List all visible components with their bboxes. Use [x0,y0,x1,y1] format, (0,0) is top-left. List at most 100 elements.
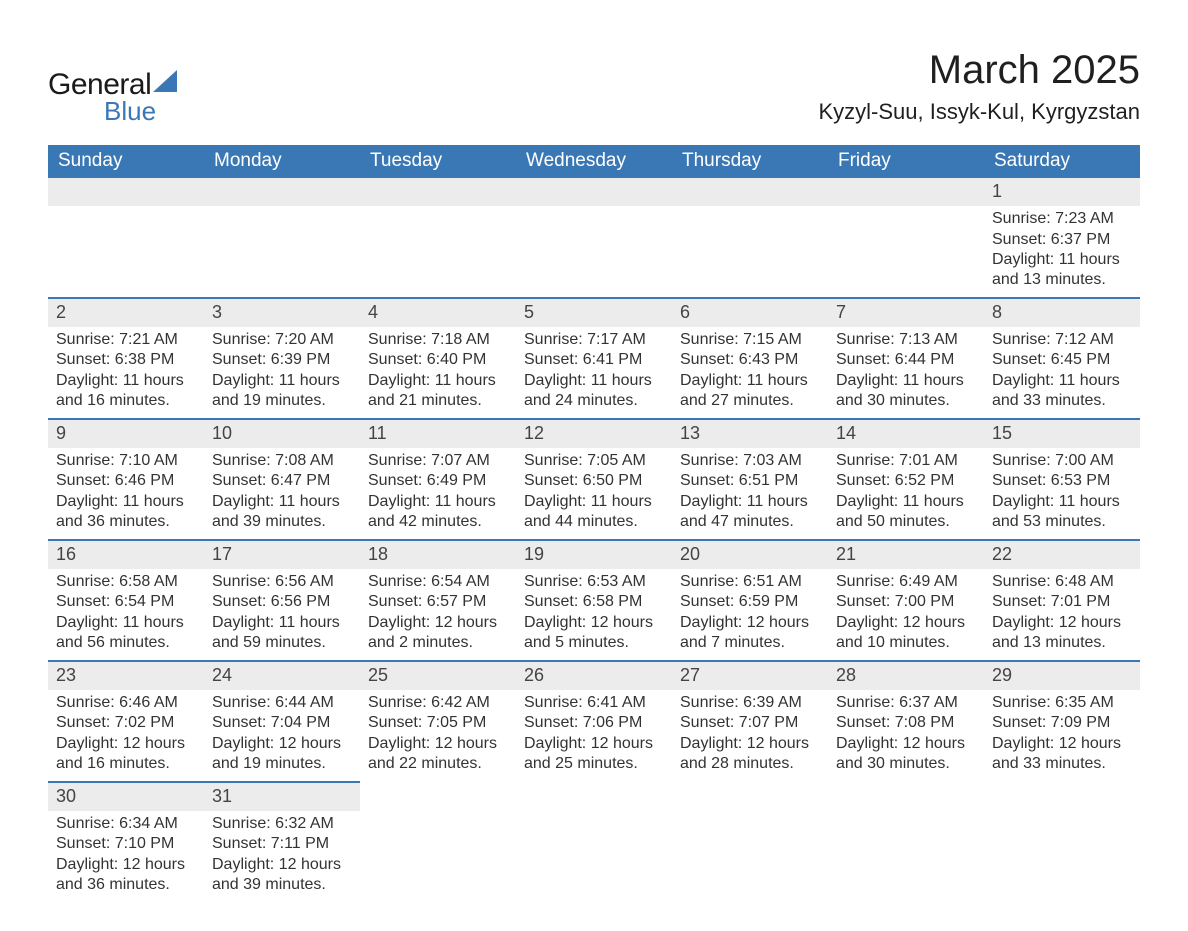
weekday-monday: Monday [204,145,360,178]
day-number: 12 [516,420,672,448]
sunrise-label: Sunrise: [524,331,583,348]
sunrise-label: Sunrise: [836,573,895,590]
day-content [360,206,516,266]
day-number: 28 [828,662,984,690]
sunset-line: Sunset: 7:04 PM [212,713,352,733]
sunrise-value: 7:18 AM [431,331,490,348]
sunrise-label: Sunrise: [992,210,1051,227]
sunset-value: 7:00 PM [895,593,955,610]
day-number: 11 [360,420,516,448]
day-content [516,206,672,266]
day-content [828,206,984,266]
daylight-line: Daylight: 12 hours and 36 minutes. [56,855,196,896]
sunrise-line: Sunrise: 6:48 AM [992,572,1132,592]
calendar-week-row: 30Sunrise: 6:34 AMSunset: 7:10 PMDayligh… [48,782,1140,902]
calendar-cell: 21Sunrise: 6:49 AMSunset: 7:00 PMDayligh… [828,540,984,661]
daylight-line: Daylight: 12 hours and 28 minutes. [680,734,820,775]
day-content: Sunrise: 7:01 AMSunset: 6:52 PMDaylight:… [828,448,984,539]
sunset-value: 6:46 PM [115,472,175,489]
day-content: Sunrise: 6:48 AMSunset: 7:01 PMDaylight:… [984,569,1140,660]
sunset-line: Sunset: 6:58 PM [524,592,664,612]
daylight-label: Daylight: [368,372,430,389]
sunrise-label: Sunrise: [56,573,115,590]
calendar-table: Sunday Monday Tuesday Wednesday Thursday… [48,145,1140,901]
sunrise-value: 7:03 AM [743,452,802,469]
day-number: 6 [672,299,828,327]
calendar-cell: 2Sunrise: 7:21 AMSunset: 6:38 PMDaylight… [48,298,204,419]
sunset-label: Sunset: [524,593,578,610]
sunset-line: Sunset: 6:40 PM [368,350,508,370]
daylight-label: Daylight: [212,856,274,873]
calendar-week-row: 16Sunrise: 6:58 AMSunset: 6:54 PMDayligh… [48,540,1140,661]
sunrise-value: 6:46 AM [119,694,178,711]
day-content [48,206,204,266]
daylight-line: Daylight: 12 hours and 19 minutes. [212,734,352,775]
day-number: 30 [48,783,204,811]
sunrise-line: Sunrise: 6:49 AM [836,572,976,592]
calendar-cell [360,782,516,902]
weekday-tuesday: Tuesday [360,145,516,178]
calendar-cell: 5Sunrise: 7:17 AMSunset: 6:41 PMDaylight… [516,298,672,419]
day-content: Sunrise: 6:54 AMSunset: 6:57 PMDaylight:… [360,569,516,660]
sunset-value: 6:52 PM [895,472,955,489]
day-content: Sunrise: 7:07 AMSunset: 6:49 PMDaylight:… [360,448,516,539]
day-content: Sunrise: 6:34 AMSunset: 7:10 PMDaylight:… [48,811,204,902]
daylight-line: Daylight: 12 hours and 2 minutes. [368,613,508,654]
day-content: Sunrise: 6:39 AMSunset: 7:07 PMDaylight:… [672,690,828,781]
daylight-line: Daylight: 11 hours and 30 minutes. [836,371,976,412]
sunset-value: 6:56 PM [271,593,331,610]
sunrise-value: 6:54 AM [431,573,490,590]
calendar-cell: 8Sunrise: 7:12 AMSunset: 6:45 PMDaylight… [984,298,1140,419]
sunset-label: Sunset: [680,472,734,489]
calendar-cell: 10Sunrise: 7:08 AMSunset: 6:47 PMDayligh… [204,419,360,540]
sunset-line: Sunset: 6:57 PM [368,592,508,612]
day-content: Sunrise: 7:10 AMSunset: 6:46 PMDaylight:… [48,448,204,539]
daylight-line: Daylight: 12 hours and 5 minutes. [524,613,664,654]
calendar-cell: 18Sunrise: 6:54 AMSunset: 6:57 PMDayligh… [360,540,516,661]
daylight-label: Daylight: [56,614,118,631]
sunset-line: Sunset: 7:11 PM [212,834,352,854]
sunset-value: 6:57 PM [427,593,487,610]
day-content: Sunrise: 6:58 AMSunset: 6:54 PMDaylight:… [48,569,204,660]
sunrise-value: 6:34 AM [119,815,178,832]
daylight-line: Daylight: 12 hours and 10 minutes. [836,613,976,654]
day-number: 13 [672,420,828,448]
calendar-cell: 12Sunrise: 7:05 AMSunset: 6:50 PMDayligh… [516,419,672,540]
daylight-label: Daylight: [992,372,1054,389]
calendar-cell: 13Sunrise: 7:03 AMSunset: 6:51 PMDayligh… [672,419,828,540]
daylight-label: Daylight: [368,614,430,631]
day-number: 18 [360,541,516,569]
sunrise-value: 6:35 AM [1055,694,1114,711]
day-number [672,178,828,206]
daylight-label: Daylight: [368,493,430,510]
sunset-value: 6:58 PM [583,593,643,610]
day-number: 21 [828,541,984,569]
daylight-line: Daylight: 12 hours and 7 minutes. [680,613,820,654]
day-number [204,178,360,206]
sunrise-line: Sunrise: 6:44 AM [212,693,352,713]
day-number: 24 [204,662,360,690]
daylight-line: Daylight: 12 hours and 30 minutes. [836,734,976,775]
sunrise-line: Sunrise: 7:01 AM [836,451,976,471]
sunset-label: Sunset: [992,351,1046,368]
sunset-label: Sunset: [368,351,422,368]
day-content: Sunrise: 6:35 AMSunset: 7:09 PMDaylight:… [984,690,1140,781]
sunset-value: 6:37 PM [1051,231,1111,248]
day-number [48,178,204,206]
sunset-label: Sunset: [368,472,422,489]
sunset-label: Sunset: [836,714,890,731]
sunrise-line: Sunrise: 7:13 AM [836,330,976,350]
sunset-line: Sunset: 6:50 PM [524,471,664,491]
sunset-label: Sunset: [524,351,578,368]
calendar-cell [516,178,672,298]
calendar-cell: 19Sunrise: 6:53 AMSunset: 6:58 PMDayligh… [516,540,672,661]
day-content: Sunrise: 6:32 AMSunset: 7:11 PMDaylight:… [204,811,360,902]
calendar-cell: 1Sunrise: 7:23 AMSunset: 6:37 PMDaylight… [984,178,1140,298]
sunrise-line: Sunrise: 7:07 AM [368,451,508,471]
calendar-cell: 20Sunrise: 6:51 AMSunset: 6:59 PMDayligh… [672,540,828,661]
sunrise-value: 6:58 AM [119,573,178,590]
sunrise-value: 6:39 AM [743,694,802,711]
day-number: 26 [516,662,672,690]
sunrise-line: Sunrise: 7:00 AM [992,451,1132,471]
daylight-label: Daylight: [992,493,1054,510]
